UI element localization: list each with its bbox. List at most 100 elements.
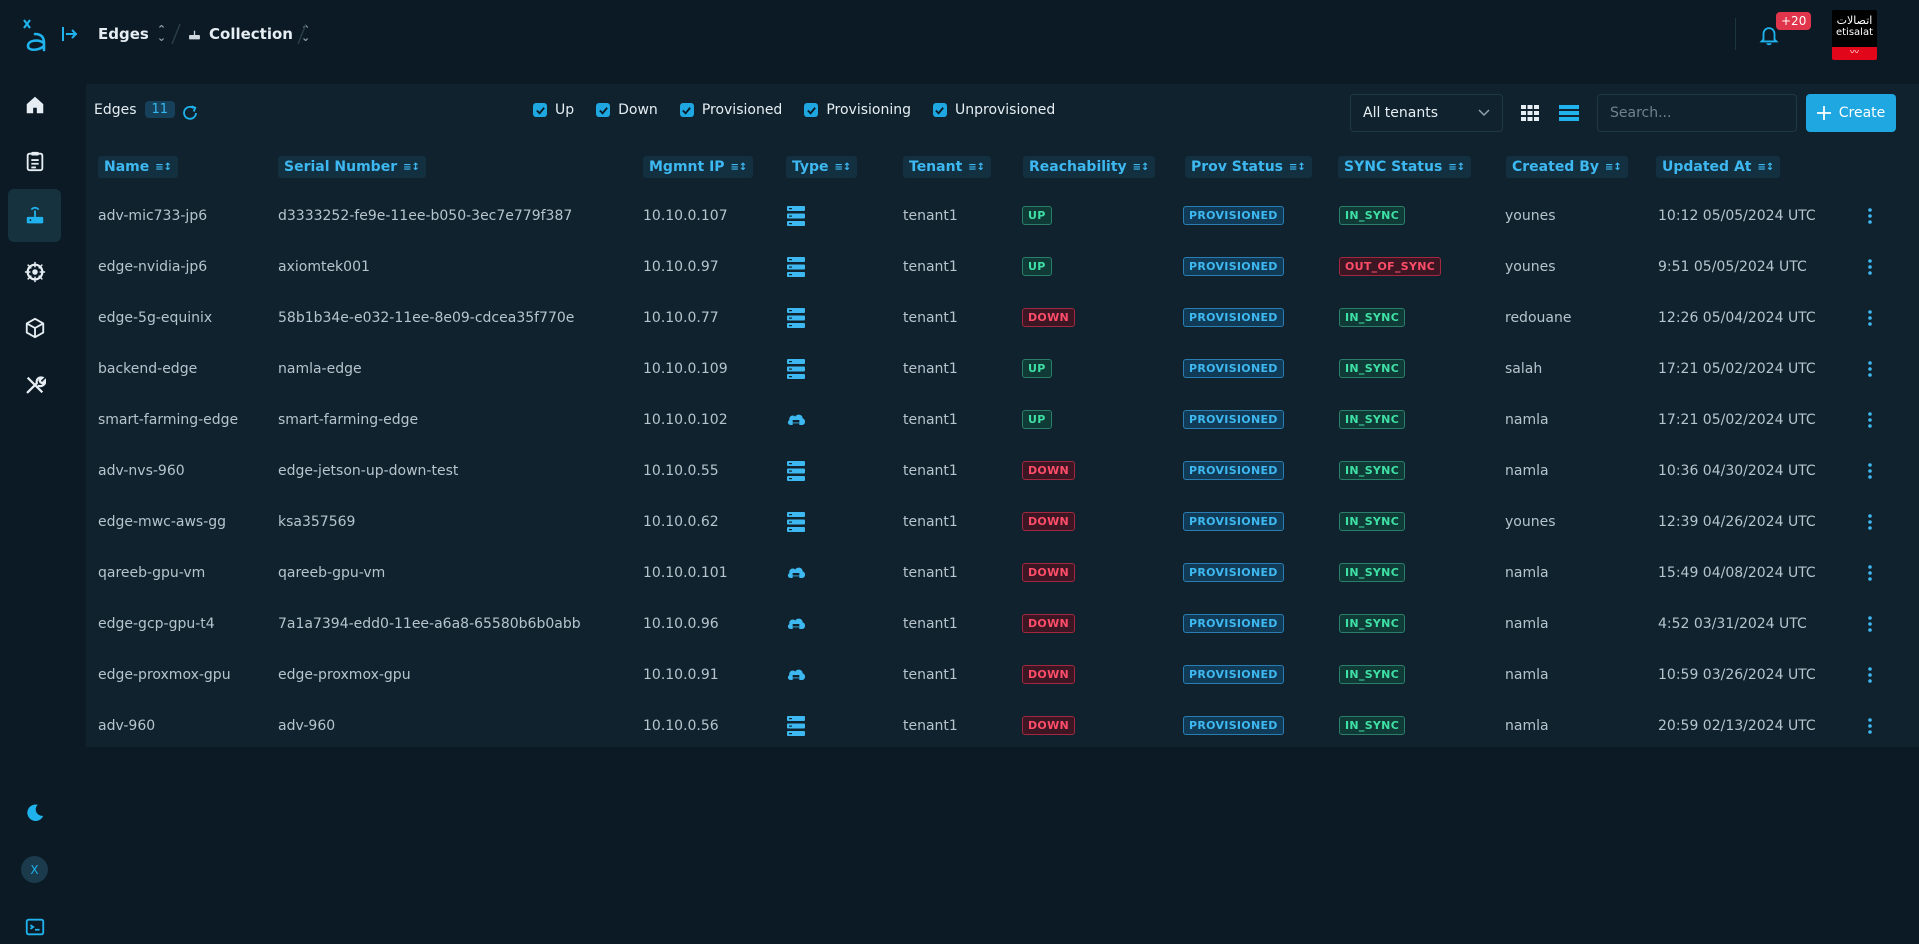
sidebar-item-edges[interactable] [8, 189, 61, 242]
row-actions-button[interactable] [1861, 394, 1879, 445]
row-actions-button[interactable] [1861, 547, 1879, 598]
row-actions-button[interactable] [1861, 496, 1879, 547]
table-row[interactable]: qareeb-gpu-vm qareeb-gpu-vm 10.10.0.101 ten… [86, 547, 1919, 598]
reachability-badge: UP [1022, 206, 1052, 225]
sort-icon[interactable]: ≡↕ [155, 161, 173, 173]
sidebar-item-kubernetes[interactable] [8, 245, 61, 298]
column-header-tenant[interactable]: Tenant ≡↕ [903, 156, 992, 178]
column-header-name[interactable]: Name ≡↕ [98, 156, 179, 178]
checkbox-checked-icon[interactable] [533, 103, 547, 117]
expand-sidebar-icon[interactable] [60, 24, 80, 44]
table-row[interactable]: edge-proxmox-gpu edge-proxmox-gpu 10.10.0.… [86, 649, 1919, 700]
cell-updated-at: 12:26 05/04/2024 UTC [1658, 309, 1816, 326]
cell-created-by: namla [1505, 717, 1549, 734]
bell-icon[interactable] [1758, 24, 1780, 46]
table-row[interactable]: adv-mic733-jp6 d3333252-fe9e-11ee-b050-3e… [86, 190, 1919, 241]
theme-toggle[interactable] [8, 786, 61, 839]
sort-icon[interactable]: ≡↕ [1757, 161, 1775, 173]
row-actions-button[interactable] [1861, 598, 1879, 649]
table-row[interactable]: edge-5g-equinix 58b1b34e-e032-11ee-8e09-c… [86, 292, 1919, 343]
sort-icon[interactable]: ≡↕ [1289, 161, 1306, 173]
create-button[interactable]: Create [1806, 94, 1896, 132]
create-label: Create [1838, 105, 1886, 121]
brand-red-band: 〰 [1832, 47, 1877, 60]
sidebar-item-home[interactable] [8, 78, 61, 131]
cell-name[interactable]: adv-960 [98, 717, 156, 734]
column-header-prov-status[interactable]: Prov Status ≡↕ [1185, 156, 1312, 178]
sort-icon[interactable]: ≡↕ [968, 161, 986, 173]
checkbox-checked-icon[interactable] [679, 103, 694, 117]
sidebar-item-packages[interactable] [8, 301, 61, 354]
cell-name[interactable]: edge-proxmox-gpu [98, 666, 231, 683]
breadcrumb-collection[interactable]: Collection ⌃ ⌄ [188, 22, 310, 46]
filter-up[interactable]: Up [533, 102, 574, 118]
column-header-type[interactable]: Type ≡↕ [786, 156, 858, 178]
cell-name[interactable]: adv-nvs-960 [98, 462, 185, 479]
filter-down[interactable]: Down [596, 102, 658, 118]
reachability-badge: DOWN [1022, 308, 1076, 327]
sort-icon[interactable]: ≡↕ [403, 161, 420, 173]
cell-name[interactable]: qareeb-gpu-vm [98, 564, 206, 581]
column-header-created-by[interactable]: Created By ≡↕ [1506, 156, 1628, 178]
cell-name[interactable]: edge-5g-equinix [98, 309, 213, 326]
sort-icon[interactable]: ≡↕ [1132, 161, 1150, 173]
brand-english: etisalat [1835, 27, 1874, 38]
filter-provisioned[interactable]: Provisioned [679, 102, 782, 118]
prov-status-badge: PROVISIONED [1183, 206, 1284, 225]
row-actions-button[interactable] [1861, 292, 1879, 343]
sidebar-item-tools[interactable] [8, 358, 61, 411]
table-row[interactable]: adv-nvs-960 edge-jetson-up-down-test 10.10… [86, 445, 1919, 496]
checkbox-checked-icon[interactable] [804, 103, 819, 117]
row-actions-button[interactable] [1861, 343, 1879, 394]
column-header-serial-number[interactable]: Serial Number ≡↕ [278, 156, 426, 178]
filter-provisioning[interactable]: Provisioning [804, 102, 911, 118]
row-actions-button[interactable] [1861, 700, 1879, 751]
brand-logo[interactable]: اتصالات etisalat 〰 [1832, 10, 1877, 60]
table-row[interactable]: edge-gcp-gpu-t4 7a1a7394-edd0-11ee-a6a8-6… [86, 598, 1919, 649]
cell-name[interactable]: edge-nvidia-jp6 [98, 258, 208, 275]
row-actions-button[interactable] [1861, 190, 1879, 241]
checkbox-checked-icon[interactable] [932, 103, 947, 117]
column-header-reachability[interactable]: Reachability ≡↕ [1023, 156, 1156, 178]
column-header-updated-at[interactable]: Updated At ≡↕ [1656, 156, 1781, 178]
breadcrumb-edges[interactable]: Edges ⌃ ⌄ [98, 22, 166, 46]
cell-created-by: namla [1505, 666, 1549, 683]
cell-name[interactable]: adv-mic733-jp6 [98, 207, 208, 224]
row-actions-button[interactable] [1861, 649, 1879, 700]
cell-name[interactable]: smart-farming-edge [98, 411, 239, 428]
row-actions-button[interactable] [1861, 241, 1879, 292]
sort-icon[interactable]: ≡↕ [1605, 161, 1622, 173]
checkbox-checked-icon[interactable] [596, 103, 611, 117]
cell-sync-status: IN_SYNC [1339, 700, 1406, 751]
terminal-button[interactable] [8, 900, 61, 944]
refresh-icon[interactable] [181, 104, 199, 122]
kebab-menu-icon [1861, 411, 1879, 429]
cell-updated-at: 10:12 05/05/2024 UTC [1658, 207, 1816, 224]
cell-tenant: tenant1 [903, 411, 958, 428]
grid-view-button[interactable] [1517, 100, 1543, 126]
app-logo-icon[interactable] [20, 18, 50, 52]
search-input[interactable]: Search... [1597, 94, 1797, 132]
user-avatar[interactable]: X [21, 856, 48, 883]
row-actions-button[interactable] [1861, 445, 1879, 496]
table-row[interactable]: smart-farming-edge smart-farming-edge 10.1… [86, 394, 1919, 445]
table-row[interactable]: edge-mwc-aws-gg ksa357569 10.10.0.62 tenant… [86, 496, 1919, 547]
table-row[interactable]: backend-edge namla-edge 10.10.0.109 tenant1… [86, 343, 1919, 394]
table-row[interactable]: adv-960 adv-960 10.10.0.56 tenant1 DOWN PROVI… [86, 700, 1919, 751]
filter-unprovisioned[interactable]: Unprovisioned [932, 102, 1055, 118]
cell-prov-status: PROVISIONED [1183, 445, 1284, 496]
sort-icon[interactable]: ≡↕ [1448, 161, 1466, 173]
table-row[interactable]: edge-nvidia-jp6 axiomtek001 10.10.0.97 tena… [86, 241, 1919, 292]
column-header-mgmnt-ip[interactable]: Mgmnt IP ≡↕ [643, 156, 754, 178]
sidebar-item-catalog[interactable] [8, 134, 61, 187]
list-view-button[interactable] [1556, 100, 1582, 126]
sort-icon[interactable]: ≡↕ [834, 161, 852, 173]
cell-name[interactable]: edge-mwc-aws-gg [98, 513, 227, 530]
cell-name[interactable]: backend-edge [98, 360, 198, 377]
tenant-select[interactable]: All tenants [1350, 94, 1503, 132]
cell-name[interactable]: edge-gcp-gpu-t4 [98, 615, 215, 632]
sort-icon[interactable]: ≡↕ [730, 161, 748, 173]
cell-reachability: DOWN [1022, 700, 1076, 751]
cell-ip: 10.10.0.56 [643, 717, 719, 734]
column-header-sync-status[interactable]: SYNC Status ≡↕ [1338, 156, 1472, 178]
